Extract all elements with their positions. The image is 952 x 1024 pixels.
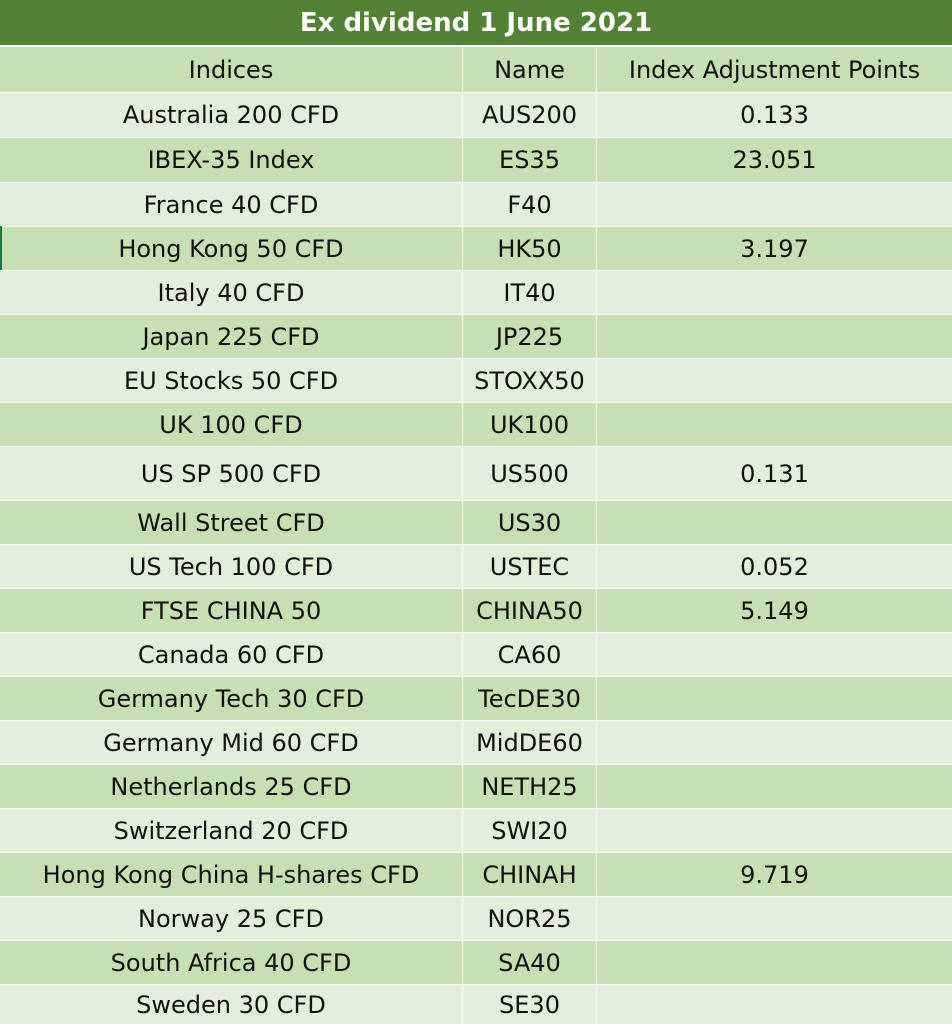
table-title: Ex dividend 1 June 2021 [0, 0, 952, 46]
adjustment-points-cell[interactable] [597, 985, 952, 1024]
table-row: Sweden 30 CFD SE30 [0, 984, 952, 1024]
index-cell[interactable]: Canada 60 CFD [0, 633, 463, 676]
symbol-cell[interactable]: US30 [463, 501, 597, 544]
table-row: Italy 40 CFD IT40 [0, 270, 952, 314]
adjustment-points-cell[interactable] [597, 501, 952, 544]
index-cell[interactable]: EU Stocks 50 CFD [0, 359, 463, 402]
index-cell[interactable]: Hong Kong 50 CFD [0, 227, 463, 270]
table-row: US SP 500 CFD US500 0.131 [0, 446, 952, 500]
symbol-cell[interactable]: SWI20 [463, 809, 597, 852]
index-cell[interactable]: UK 100 CFD [0, 403, 463, 446]
index-cell[interactable]: US Tech 100 CFD [0, 545, 463, 588]
symbol-cell[interactable]: US500 [463, 447, 597, 500]
symbol-cell[interactable]: SE30 [463, 985, 597, 1024]
adjustment-points-cell[interactable] [597, 633, 952, 676]
symbol-cell[interactable]: AUS200 [463, 93, 597, 137]
adjustment-points-cell[interactable] [597, 359, 952, 402]
adjustment-points-cell[interactable]: 0.052 [740, 552, 809, 581]
symbol-cell[interactable]: CA60 [463, 633, 597, 676]
table-row: Canada 60 CFD CA60 [0, 632, 952, 676]
adjustment-points-cell[interactable]: 0.131 [740, 459, 809, 488]
adjustment-points-cell[interactable] [597, 897, 952, 940]
symbol-cell[interactable]: USTEC [463, 545, 597, 588]
symbol-cell[interactable]: SA40 [463, 941, 597, 984]
adjustment-points-cell[interactable]: 23.051 [732, 146, 817, 174]
adjustment-points-cell[interactable]: 3.197 [740, 234, 809, 263]
symbol-cell[interactable]: UK100 [463, 403, 597, 446]
adjustment-points-cell[interactable] [597, 809, 952, 852]
table-row: Hong Kong 50 CFD HK50 3.197 [0, 226, 952, 270]
symbol-cell[interactable]: STOXX50 [463, 359, 597, 402]
table-row: UK 100 CFD UK100 [0, 402, 952, 446]
adjustment-points-cell[interactable] [597, 721, 952, 764]
table-row: IBEX-35 Index ES35 23.051 [0, 137, 952, 182]
symbol-cell[interactable]: IT40 [463, 271, 597, 314]
symbol-cell[interactable]: F40 [463, 183, 597, 226]
adjustment-points-cell[interactable]: 5.149 [740, 596, 809, 625]
index-cell[interactable]: Japan 225 CFD [0, 315, 463, 358]
adjustment-points-cell[interactable] [597, 315, 952, 358]
column-header-name[interactable]: Name [463, 47, 597, 92]
symbol-cell[interactable]: NOR25 [463, 897, 597, 940]
column-header-points[interactable]: Index Adjustment Points [628, 55, 921, 84]
table-row: Hong Kong China H-shares CFD CHINAH 9.719 [0, 852, 952, 896]
index-cell[interactable]: Switzerland 20 CFD [0, 809, 463, 852]
index-cell[interactable]: IBEX-35 Index [0, 138, 463, 182]
adjustment-points-cell[interactable] [597, 765, 952, 808]
symbol-cell[interactable]: HK50 [463, 227, 597, 270]
index-cell[interactable]: Australia 200 CFD [0, 93, 463, 137]
table-row: Japan 225 CFD JP225 [0, 314, 952, 358]
table-row: Australia 200 CFD AUS200 0.133 [0, 92, 952, 137]
table-row: Wall Street CFD US30 [0, 500, 952, 544]
index-cell[interactable]: Hong Kong China H-shares CFD [0, 853, 463, 896]
table-row: Netherlands 25 CFD NETH25 [0, 764, 952, 808]
index-cell[interactable]: Germany Tech 30 CFD [0, 677, 463, 720]
adjustment-points-cell[interactable] [597, 403, 952, 446]
index-cell[interactable]: Italy 40 CFD [0, 271, 463, 314]
symbol-cell[interactable]: CHINA50 [463, 589, 597, 632]
table-row: Norway 25 CFD NOR25 [0, 896, 952, 940]
table-row: South Africa 40 CFD SA40 [0, 940, 952, 984]
adjustment-points-cell[interactable] [597, 941, 952, 984]
table-row: Germany Mid 60 CFD MidDE60 [0, 720, 952, 764]
index-cell[interactable]: Sweden 30 CFD [0, 985, 463, 1024]
adjustment-points-cell[interactable]: 0.133 [740, 101, 809, 129]
index-cell[interactable]: Wall Street CFD [0, 501, 463, 544]
cell-selection-marker [0, 226, 2, 270]
symbol-cell[interactable]: JP225 [463, 315, 597, 358]
index-cell[interactable]: US SP 500 CFD [0, 447, 463, 500]
header-row: Indices Name Index Adjustment Points [0, 46, 952, 92]
table-row: EU Stocks 50 CFD STOXX50 [0, 358, 952, 402]
table-row: Switzerland 20 CFD SWI20 [0, 808, 952, 852]
adjustment-points-cell[interactable] [597, 183, 952, 226]
index-cell[interactable]: Netherlands 25 CFD [0, 765, 463, 808]
symbol-cell[interactable]: TecDE30 [463, 677, 597, 720]
symbol-cell[interactable]: MidDE60 [463, 721, 597, 764]
index-cell[interactable]: Norway 25 CFD [0, 897, 463, 940]
index-cell[interactable]: FTSE CHINA 50 [0, 589, 463, 632]
table-row: FTSE CHINA 50 CHINA50 5.149 [0, 588, 952, 632]
symbol-cell[interactable]: CHINAH [463, 853, 597, 896]
column-header-indices[interactable]: Indices [0, 47, 463, 92]
table-row: Germany Tech 30 CFD TecDE30 [0, 676, 952, 720]
symbol-cell[interactable]: ES35 [463, 138, 597, 182]
table-row: France 40 CFD F40 [0, 182, 952, 226]
index-cell[interactable]: South Africa 40 CFD [0, 941, 463, 984]
adjustment-points-cell[interactable] [597, 677, 952, 720]
adjustment-points-cell[interactable]: 9.719 [740, 860, 809, 889]
index-cell[interactable]: France 40 CFD [0, 183, 463, 226]
table-row: US Tech 100 CFD USTEC 0.052 [0, 544, 952, 588]
symbol-cell[interactable]: NETH25 [463, 765, 597, 808]
index-cell[interactable]: Germany Mid 60 CFD [0, 721, 463, 764]
adjustment-points-cell[interactable] [597, 271, 952, 314]
